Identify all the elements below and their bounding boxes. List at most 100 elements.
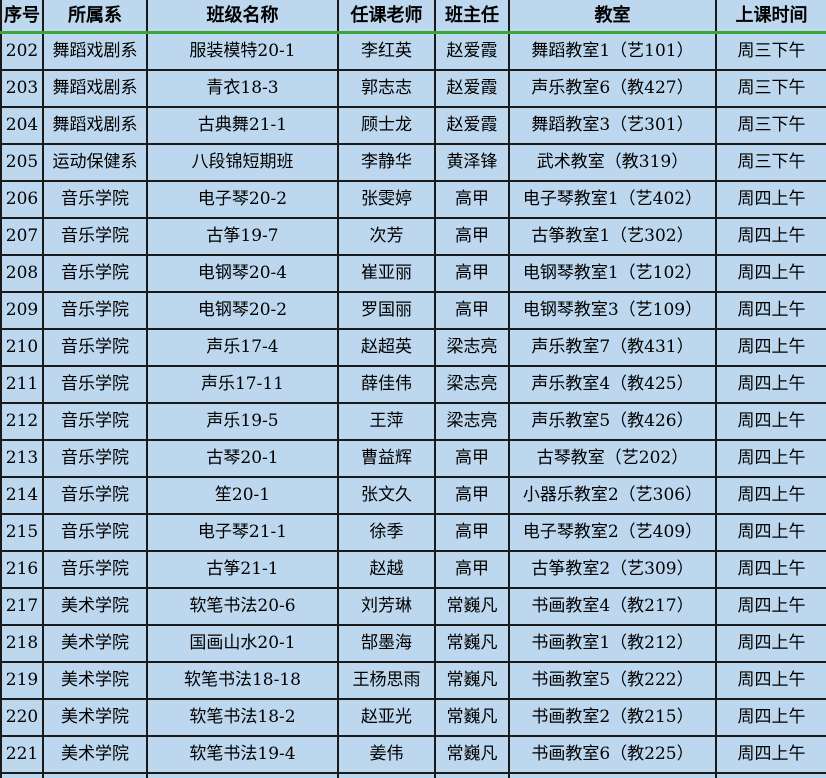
cell-time: 周三下午: [715, 143, 826, 182]
cell-seq: 207: [0, 217, 44, 256]
cell-teacher: 张文久: [337, 476, 436, 515]
cell-department: 音乐学院: [42, 328, 148, 367]
cell-class-name: [146, 772, 339, 778]
cell-department: 音乐学院: [42, 476, 148, 515]
cell-classroom: 古琴教室（艺202）: [508, 439, 717, 478]
cell-seq: 221: [0, 735, 44, 774]
cell-classroom: 书画教室4（教217）: [508, 587, 717, 626]
cell-time: 周四上午: [715, 217, 826, 256]
cell-teacher: 曹益辉: [337, 439, 436, 478]
table-row: 208 音乐学院 电钢琴20-4 崔亚丽 高甲 电钢琴教室1（艺102） 周四上午: [0, 254, 826, 293]
cell-head-teacher: 赵爱霞: [434, 106, 510, 145]
cell-classroom: 电钢琴教室1（艺102）: [508, 254, 717, 293]
cell-time: 周三下午: [715, 69, 826, 108]
table-row: 205 运动保健系 八段锦短期班 李静华 黄泽锋 武术教室（教319） 周三下午: [0, 143, 826, 182]
cell-head-teacher: [434, 772, 510, 778]
cell-seq: 209: [0, 291, 44, 330]
cell-department: 美术学院: [42, 698, 148, 737]
cell-time: 周四上午: [715, 180, 826, 219]
cell-department: 音乐学院: [42, 365, 148, 404]
table-header: 序号 所属系 班级名称 任课老师 班主任 教室 上课时间: [0, 0, 826, 34]
cell-classroom: 古筝教室2（艺309）: [508, 550, 717, 589]
cell-teacher: 王萍: [337, 402, 436, 441]
table-row: 210 音乐学院 声乐17-4 赵超英 梁志亮 声乐教室7（教431） 周四上午: [0, 328, 826, 367]
cell-class-name: 软笔书法18-18: [146, 661, 339, 700]
cell-department: 美术学院: [42, 587, 148, 626]
cell-classroom: 小器乐教室2（艺306）: [508, 476, 717, 515]
cell-teacher: 王杨思雨: [337, 661, 436, 700]
table-row: 202 舞蹈戏剧系 服装模特20-1 李红英 赵爱霞 舞蹈教室1（艺101） 周三下午: [0, 31, 826, 71]
header-time: 上课时间: [715, 0, 826, 34]
cell-class-name: 电钢琴20-2: [146, 291, 339, 330]
cell-teacher: 罗国丽: [337, 291, 436, 330]
cell-head-teacher: 常巍凡: [434, 624, 510, 663]
cell-classroom: 舞蹈教室1（艺101）: [508, 31, 717, 71]
table-row: 203 舞蹈戏剧系 青衣18-3 郭志志 赵爱霞 声乐教室6（教427） 周三下午: [0, 69, 826, 108]
cell-teacher: [337, 772, 436, 778]
cell-class-name: 古典舞21-1: [146, 106, 339, 145]
cell-seq: 219: [0, 661, 44, 700]
cell-seq: 215: [0, 513, 44, 552]
cell-department: 舞蹈戏剧系: [42, 31, 148, 71]
cell-teacher: 姜伟: [337, 735, 436, 774]
cell-head-teacher: 高甲: [434, 254, 510, 293]
cell-classroom: 声乐教室6（教427）: [508, 69, 717, 108]
cell-department: 音乐学院: [42, 180, 148, 219]
cell-teacher: 次芳: [337, 217, 436, 256]
cell-head-teacher: 赵爱霞: [434, 69, 510, 108]
cell-time: 周四上午: [715, 550, 826, 589]
cell-time: 周四上午: [715, 624, 826, 663]
cell-classroom: 声乐教室5（教426）: [508, 402, 717, 441]
cell-head-teacher: 高甲: [434, 439, 510, 478]
cell-seq: 218: [0, 624, 44, 663]
cell-teacher: 赵越: [337, 550, 436, 589]
cell-department: 运动保健系: [42, 143, 148, 182]
cell-department: 音乐学院: [42, 402, 148, 441]
cell-seq: [0, 772, 44, 778]
cell-time: 周四上午: [715, 513, 826, 552]
cell-head-teacher: 梁志亮: [434, 365, 510, 404]
cell-head-teacher: 常巍凡: [434, 661, 510, 700]
cell-time: 周四上午: [715, 402, 826, 441]
cell-time: 周四上午: [715, 328, 826, 367]
table-row: 206 音乐学院 电子琴20-2 张雯婷 高甲 电子琴教室1（艺402） 周四上午: [0, 180, 826, 219]
cell-head-teacher: 常巍凡: [434, 735, 510, 774]
cell-classroom: 武术教室（教319）: [508, 143, 717, 182]
cell-classroom: [508, 772, 717, 778]
table-row: 216 音乐学院 古筝21-1 赵越 高甲 古筝教室2（艺309） 周四上午: [0, 550, 826, 589]
cell-seq: 203: [0, 69, 44, 108]
cell-time: [715, 772, 826, 778]
header-teacher: 任课老师: [337, 0, 436, 34]
cell-seq: 212: [0, 402, 44, 441]
table-row: 213 音乐学院 古琴20-1 曹益辉 高甲 古琴教室（艺202） 周四上午: [0, 439, 826, 478]
cell-time: 周四上午: [715, 661, 826, 700]
cell-class-name: 青衣18-3: [146, 69, 339, 108]
cell-time: 周四上午: [715, 476, 826, 515]
table-row: 212 音乐学院 声乐19-5 王萍 梁志亮 声乐教室5（教426） 周四上午: [0, 402, 826, 441]
table-row: 219 美术学院 软笔书法18-18 王杨思雨 常巍凡 书画教室5（教222） 周四上午: [0, 661, 826, 700]
cell-time: 周三下午: [715, 31, 826, 71]
cell-teacher: 郭志志: [337, 69, 436, 108]
header-head-teacher: 班主任: [434, 0, 510, 34]
cell-department: 美术学院: [42, 661, 148, 700]
cell-seq: 216: [0, 550, 44, 589]
cell-head-teacher: 高甲: [434, 291, 510, 330]
cell-teacher: 徐季: [337, 513, 436, 552]
cell-head-teacher: 赵爱霞: [434, 31, 510, 71]
cell-time: 周三下午: [715, 106, 826, 145]
cell-class-name: 古琴20-1: [146, 439, 339, 478]
cell-seq: 210: [0, 328, 44, 367]
cell-department: [42, 772, 148, 778]
cell-classroom: 书画教室2（教215）: [508, 698, 717, 737]
cell-teacher: 赵亚光: [337, 698, 436, 737]
cell-department: 音乐学院: [42, 254, 148, 293]
cell-classroom: 声乐教室7（教431）: [508, 328, 717, 367]
cell-class-name: 电子琴20-2: [146, 180, 339, 219]
table-row: 204 舞蹈戏剧系 古典舞21-1 顾士龙 赵爱霞 舞蹈教室3（艺301） 周三下午: [0, 106, 826, 145]
cell-head-teacher: 高甲: [434, 180, 510, 219]
cell-classroom: 书画教室6（教225）: [508, 735, 717, 774]
table-row: 214 音乐学院 笙20-1 张文久 高甲 小器乐教室2（艺306） 周四上午: [0, 476, 826, 515]
cell-class-name: 软笔书法18-2: [146, 698, 339, 737]
cell-class-name: 服装模特20-1: [146, 31, 339, 71]
cell-seq: 205: [0, 143, 44, 182]
